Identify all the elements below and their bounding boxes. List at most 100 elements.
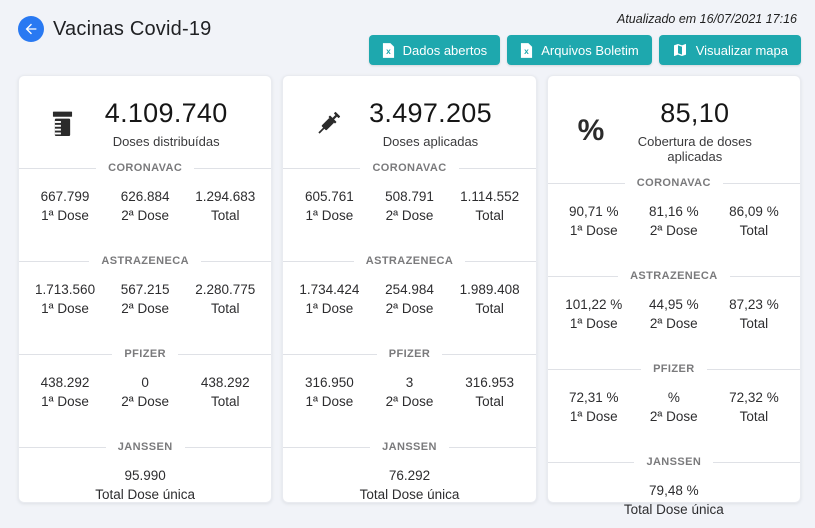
section-title: PFIZER <box>283 348 535 360</box>
stat-label: Total <box>739 223 769 238</box>
stat-value: 44,95 % <box>649 297 699 312</box>
stat-value: 3 <box>405 375 414 390</box>
updated-timestamp: Atualizado em 16/07/2021 17:16 <box>617 12 797 26</box>
stat-label: 1ª Dose <box>305 301 354 316</box>
card-headline: 3.497.205 <box>369 98 492 128</box>
section-title: CORONAVAC <box>19 162 271 174</box>
syringe-icon <box>313 109 357 139</box>
stat-value: 567.215 <box>120 282 170 297</box>
stat-cell: 667.799 1ª Dose <box>25 189 105 223</box>
stat-cell: 316.953 Total <box>450 375 530 409</box>
stat-cell: 1.713.560 1ª Dose <box>25 282 105 316</box>
bulletin-files-button[interactable]: x Arquivos Boletim <box>507 35 652 65</box>
section-title: JANSSEN <box>19 441 271 453</box>
view-map-label: Visualizar mapa <box>695 42 788 58</box>
stat-value: 72,31 % <box>568 390 619 405</box>
stat-label: Total Dose única <box>95 487 196 502</box>
section-pfizer: PFIZER 438.292 1ª Dose 0 2ª Dose 438.292… <box>19 348 271 430</box>
stat-value: 605.761 <box>304 189 354 204</box>
card-subtitle: Doses aplicadas <box>382 134 479 149</box>
stat-label: Total <box>211 394 240 409</box>
stat-label: 2ª Dose <box>385 394 434 409</box>
stat-label: Total <box>475 301 504 316</box>
stat-value: 86,09 % <box>729 204 779 219</box>
stat-label: 2ª Dose <box>121 208 170 223</box>
stat-cell: 316.950 1ª Dose <box>289 375 369 409</box>
stat-cell: 44,95 % 2ª Dose <box>634 297 714 331</box>
section-astrazeneca: ASTRAZENECA 101,22 % 1ª Dose 44,95 % 2ª … <box>548 270 800 352</box>
back-button[interactable] <box>18 16 44 42</box>
stat-cell: 1.114.552 Total <box>450 189 530 223</box>
section-pfizer: PFIZER 72,31 % 1ª Dose % 2ª Dose 72,32 %… <box>548 363 800 445</box>
stat-value: 1.713.560 <box>35 282 96 297</box>
stat-cell: 95.990 Total Dose única <box>25 468 265 502</box>
stat-label: Total <box>211 208 240 223</box>
stat-value: 2.280.775 <box>195 282 256 297</box>
stat-cell: 3 2ª Dose <box>369 375 449 409</box>
stat-label: 1ª Dose <box>41 301 89 316</box>
stat-label: 1ª Dose <box>569 223 618 238</box>
stat-label: 2ª Dose <box>385 301 434 316</box>
stat-value: 316.953 <box>465 375 514 390</box>
bulletin-files-label: Arquivos Boletim <box>541 42 639 58</box>
stat-label: 2ª Dose <box>385 208 434 223</box>
stat-value: 87,23 % <box>729 297 779 312</box>
section-pfizer: PFIZER 316.950 1ª Dose 3 2ª Dose 316.953… <box>283 348 535 430</box>
stat-value: 81,16 % <box>649 204 699 219</box>
stat-label: 1ª Dose <box>41 394 89 409</box>
cards-row: 4.109.740 Doses distribuídas CORONAVAC 6… <box>0 73 815 517</box>
stat-value: 79,48 % <box>649 483 699 498</box>
stat-cell: 86,09 % Total <box>714 204 794 238</box>
section-title: CORONAVAC <box>548 177 800 189</box>
card-subtitle: Doses distribuídas <box>112 134 220 149</box>
stat-cell: 626.884 2ª Dose <box>105 189 185 223</box>
toolbar: x Dados abertos x Arquivos Boletim <box>368 35 801 65</box>
stat-value: 1.734.424 <box>299 282 360 297</box>
section-title: ASTRAZENECA <box>19 255 271 267</box>
stat-value: 626.884 <box>120 189 170 204</box>
stat-value: 508.791 <box>385 189 434 204</box>
stat-value: % <box>667 390 680 405</box>
stat-label: Total <box>475 208 504 223</box>
stat-cell: 101,22 % 1ª Dose <box>554 297 634 331</box>
page-title: Vacinas Covid-19 <box>53 17 212 40</box>
stat-cell: 79,48 % Total Dose única <box>554 483 794 517</box>
stat-label: 1ª Dose <box>569 316 618 331</box>
stat-value: 90,71 % <box>568 204 619 219</box>
stat-label: 1ª Dose <box>305 394 354 409</box>
stat-label: 2ª Dose <box>121 394 170 409</box>
card-headline: 4.109.740 <box>104 98 228 128</box>
stat-value: 72,32 % <box>729 390 779 405</box>
stat-label: 2ª Dose <box>121 301 170 316</box>
stat-cell: 438.292 Total <box>185 375 265 409</box>
stat-cell: 438.292 1ª Dose <box>25 375 105 409</box>
section-title: JANSSEN <box>283 441 535 453</box>
svg-text:x: x <box>524 46 529 56</box>
stat-cell: 76.292 Total Dose única <box>289 468 529 502</box>
map-icon <box>672 42 688 58</box>
stat-value: 667.799 <box>40 189 90 204</box>
stat-cell: 1.734.424 1ª Dose <box>289 282 369 316</box>
section-title: PFIZER <box>548 363 800 375</box>
stat-cell: 0 2ª Dose <box>105 375 185 409</box>
vial-icon <box>49 109 93 139</box>
section-coronavac: CORONAVAC 605.761 1ª Dose 508.791 2ª Dos… <box>283 162 535 244</box>
stat-label: Total Dose única <box>359 487 460 502</box>
stat-value: 1.294.683 <box>195 189 256 204</box>
svg-text:x: x <box>386 46 391 56</box>
open-data-button[interactable]: x Dados abertos <box>368 35 501 65</box>
stat-cell: 90,71 % 1ª Dose <box>554 204 634 238</box>
section-astrazeneca: ASTRAZENECA 1.734.424 1ª Dose 254.984 2ª… <box>283 255 535 337</box>
stat-cell: 605.761 1ª Dose <box>289 189 369 223</box>
view-map-button[interactable]: Visualizar mapa <box>658 35 801 65</box>
stat-label: Total <box>739 316 769 331</box>
topbar: Vacinas Covid-19 Atualizado em 16/07/202… <box>0 0 815 73</box>
stat-value: 254.984 <box>385 282 434 297</box>
section-astrazeneca: ASTRAZENECA 1.713.560 1ª Dose 567.215 2ª… <box>19 255 271 337</box>
stat-value: 438.292 <box>40 375 90 390</box>
section-title: PFIZER <box>19 348 271 360</box>
stat-cell: 567.215 2ª Dose <box>105 282 185 316</box>
stat-label: 1ª Dose <box>569 409 618 424</box>
section-title: JANSSEN <box>548 456 800 468</box>
section-coronavac: CORONAVAC 667.799 1ª Dose 626.884 2ª Dos… <box>19 162 271 244</box>
